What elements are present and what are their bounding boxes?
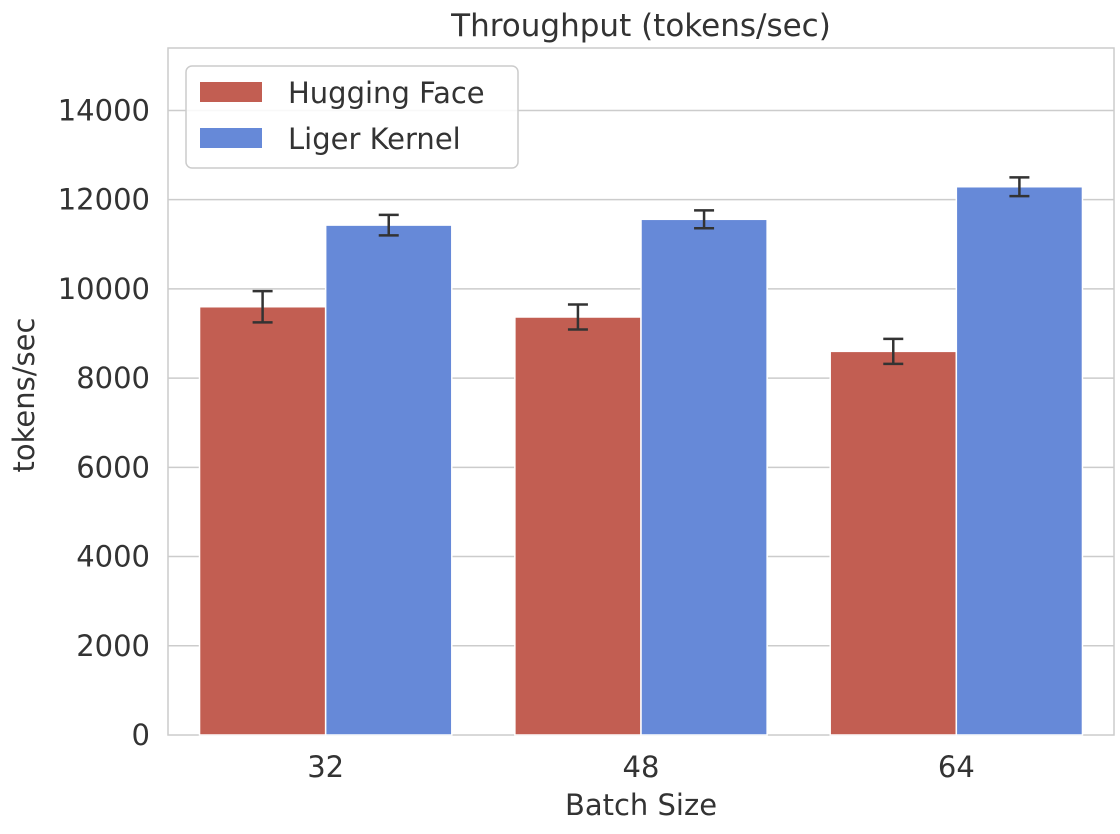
error-bar-hugging-face-32 xyxy=(252,289,273,324)
bar-hugging-face-48 xyxy=(514,316,642,736)
y-tick-label: 12000 xyxy=(58,183,150,217)
x-tick-label: 32 xyxy=(307,750,344,784)
legend-swatch-hugging-face xyxy=(200,82,262,102)
bars xyxy=(198,185,1084,736)
bar-liger-kernel-32 xyxy=(324,224,453,736)
bar-liger-kernel-64 xyxy=(955,185,1084,736)
bar-hugging-face-64 xyxy=(829,350,958,736)
error-bar-liger-kernel-48 xyxy=(694,209,715,230)
chart-title: Throughput (tokens/sec) xyxy=(450,8,831,44)
y-tick-label: 14000 xyxy=(58,93,150,127)
y-tick-label: 8000 xyxy=(76,361,150,395)
legend-label-liger-kernel: Liger Kernel xyxy=(288,122,461,156)
x-axis-label: Batch Size xyxy=(565,788,717,822)
error-bar-hugging-face-48 xyxy=(567,303,588,331)
y-axis-label: tokens/sec xyxy=(7,318,41,473)
y-tick-labels: 0 2000 4000 6000 8000 10000 12000 14000 xyxy=(58,93,150,752)
x-tick-label: 48 xyxy=(623,750,660,784)
x-tick-labels: 32 48 64 xyxy=(307,750,975,784)
error-bar-hugging-face-64 xyxy=(883,337,904,366)
legend-swatch-liger-kernel xyxy=(200,128,262,148)
x-tick-label: 64 xyxy=(938,750,975,784)
error-bar-liger-kernel-64 xyxy=(1009,176,1030,198)
bar-liger-kernel-48 xyxy=(640,218,768,736)
error-bar-liger-kernel-32 xyxy=(378,213,399,237)
legend: Hugging Face Liger Kernel xyxy=(185,65,519,169)
legend-box xyxy=(185,65,519,169)
y-tick-label: 6000 xyxy=(76,450,150,484)
error-bars xyxy=(252,176,1030,366)
bar-hugging-face-32 xyxy=(198,305,327,736)
y-tick-label: 0 xyxy=(132,718,150,752)
y-tick-label: 2000 xyxy=(76,629,150,663)
legend-label-hugging-face: Hugging Face xyxy=(288,76,485,110)
y-tick-label: 10000 xyxy=(58,272,150,306)
y-tick-label: 4000 xyxy=(76,540,150,574)
